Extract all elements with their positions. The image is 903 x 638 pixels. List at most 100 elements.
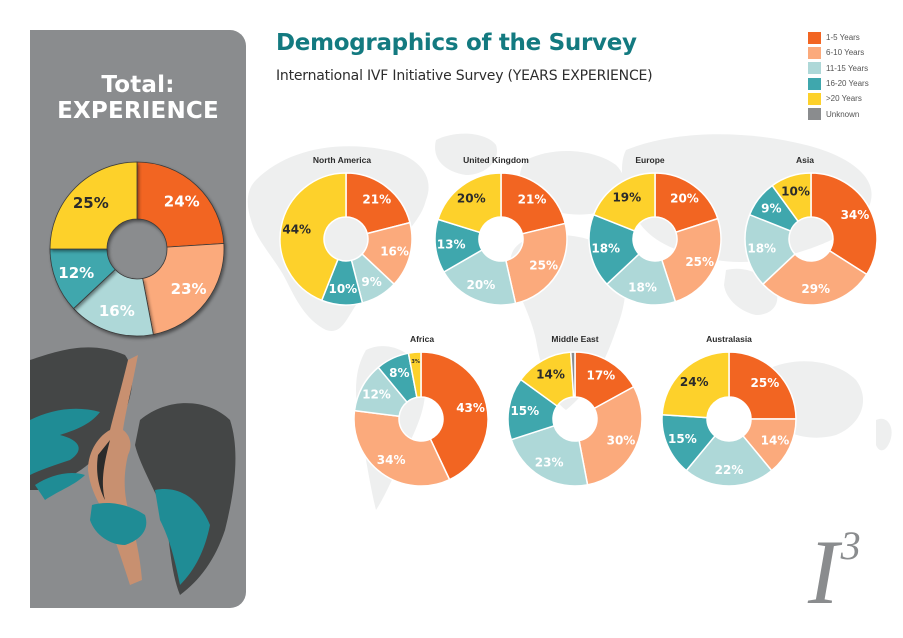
region-title-north-america: North America: [312, 155, 372, 165]
slice-label-11-15-years: 12%: [362, 388, 391, 402]
slice-over-20-years: [771, 172, 812, 222]
slice-label-16-20-years: 18%: [591, 241, 620, 255]
slice-11-15-years: [685, 435, 773, 487]
slice-label-11-15-years: 16%: [99, 302, 135, 320]
slice-over-20-years: [407, 351, 422, 399]
slice-label-11-15-years: 18%: [628, 281, 657, 295]
europe-donut: 20% 25% 18% 18% 19%: [588, 172, 722, 306]
page-title: Demographics of the Survey: [276, 30, 637, 56]
logo-letter: I: [808, 521, 839, 623]
i-cubed-logo: I3: [808, 523, 861, 618]
slice-label-over-20-years: 10%: [781, 184, 810, 198]
left-wing: [30, 347, 133, 500]
slice-label-16-20-years: 15%: [510, 404, 539, 418]
total-experience-panel: Total: EXPERIENCE 24% 23% 16% 12% 25%: [30, 30, 246, 608]
slice-label-over-20-years: 19%: [612, 191, 641, 205]
slice-label-6-10-years: 25%: [685, 255, 714, 269]
slice-1-5-years: [654, 172, 719, 233]
slice-label-6-10-years: 29%: [801, 282, 830, 296]
slice-6-10-years: [353, 409, 451, 487]
slice-1-5-years: [810, 172, 878, 276]
slices: [588, 172, 722, 306]
legend-label: 16-20 Years: [826, 79, 869, 89]
slice-over-20-years: [661, 351, 730, 419]
slice-label-16-20-years: 15%: [668, 432, 697, 446]
slice-label-6-10-years: 25%: [529, 258, 558, 272]
slice-label-6-10-years: 34%: [377, 453, 406, 467]
slice-label-11-15-years: 18%: [747, 241, 776, 255]
figure-body: [88, 345, 147, 585]
slice-6-10-years: [505, 222, 568, 305]
page-subtitle: International IVF Initiative Survey (YEA…: [276, 68, 653, 84]
slice-label-1-5-years: 24%: [164, 192, 200, 210]
slice-label-1-5-years: 25%: [751, 376, 780, 390]
slice-label-11-15-years: 22%: [715, 463, 744, 477]
legend-item-16-20-years: 16-20 Years: [808, 76, 869, 91]
slice-label-1-5-years: 20%: [670, 191, 699, 205]
slice-over-20-years: [437, 172, 502, 234]
legend-swatch: [808, 31, 821, 44]
region-title-asia: Asia: [796, 155, 814, 165]
legend-label: 6-10 Years: [826, 48, 865, 58]
total-experience-donut: 24% 23% 16% 12% 25%: [49, 161, 225, 337]
legend-label: >20 Years: [826, 94, 862, 104]
slice-11-15-years: [443, 249, 517, 306]
map-new-zealand: [876, 418, 892, 451]
legend-item-unknown: Unknown: [808, 106, 869, 121]
legend-swatch: [808, 77, 821, 90]
region-title-middle-east: Middle East: [551, 334, 599, 344]
slice-16-20-years: [588, 213, 640, 285]
slices: [279, 172, 413, 306]
slice-label-over-20-years: 3%: [411, 359, 420, 365]
slice-label-over-20-years: 25%: [73, 194, 109, 212]
region-title-africa: Africa: [409, 334, 435, 344]
slice-label-1-5-years: 43%: [456, 401, 485, 415]
slice-label-11-15-years: 20%: [467, 278, 496, 292]
slice-label-16-20-years: 9%: [761, 201, 781, 215]
asia-donut: 34% 29% 18% 9%10%: [744, 172, 878, 306]
logo-superscript: 3: [840, 523, 861, 568]
map-greenland: [435, 133, 497, 175]
legend-label: 11-15 Years: [826, 63, 869, 73]
right-wing: [135, 403, 236, 595]
legend: 1-5 Years 6-10 Years 11-15 Years 16-20 Y…: [808, 30, 869, 122]
slice-11-15-years: [510, 425, 589, 487]
slice-label-16-20-years: 13%: [437, 238, 466, 252]
legend-label: Unknown: [826, 109, 860, 119]
slice-1-5-years: [420, 351, 489, 481]
slice-over-20-years: [49, 161, 138, 250]
slices: [434, 172, 568, 306]
total-title-line1: Total:: [101, 72, 175, 98]
legend-item-1-5-years: 1-5 Years: [808, 30, 869, 45]
slice-unknown: [570, 351, 576, 398]
slices: [744, 172, 878, 306]
slice-label-11-15-years: 9%: [361, 275, 381, 289]
united-kingdom-donut: 21% 25% 20% 13% 20%: [434, 172, 568, 306]
slice-1-5-years: [345, 172, 411, 235]
slices: [353, 351, 489, 487]
slice-label-1-5-years: 21%: [518, 193, 547, 207]
slice-11-15-years: [73, 269, 154, 337]
slice-label-6-10-years: 30%: [607, 434, 636, 448]
legend-swatch: [808, 46, 821, 59]
slice-11-15-years: [606, 253, 677, 306]
slice-1-5-years: [500, 172, 566, 235]
slice-label-6-10-years: 23%: [171, 280, 207, 298]
slice-label-over-20-years: 24%: [680, 375, 709, 389]
slice-label-over-20-years: 20%: [457, 192, 486, 206]
slice-6-10-years: [762, 250, 868, 306]
slice-6-10-years: [578, 385, 643, 486]
total-title: Total: EXPERIENCE: [30, 72, 246, 124]
slice-1-5-years: [136, 161, 225, 248]
region-title-united-kingdom: United Kingdom: [463, 155, 529, 165]
middle-east-donut: 17% 30% 23% 15% 14%: [507, 351, 643, 487]
legend-item-6-10-years: 6-10 Years: [808, 45, 869, 60]
legend-swatch: [808, 62, 821, 75]
slice-over-20-years: [592, 172, 656, 232]
slices: [507, 351, 643, 487]
north-america-donut: 21% 16% 9% 10% 44%: [279, 172, 413, 306]
slice-11-15-years: [744, 213, 796, 285]
slice-label-over-20-years: 44%: [282, 223, 311, 237]
legend-swatch: [808, 92, 821, 105]
slice-label-16-20-years: 12%: [58, 264, 94, 282]
